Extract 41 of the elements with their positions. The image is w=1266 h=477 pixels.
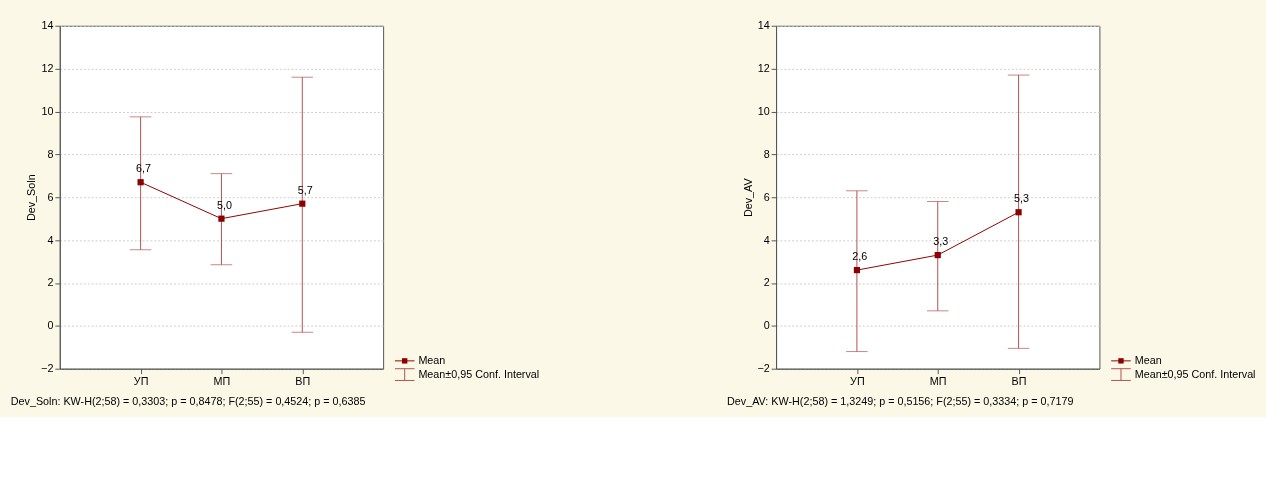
x-tick-label: МП xyxy=(213,374,231,387)
y-tick-label: 10 xyxy=(41,104,54,117)
y-tick-label: 4 xyxy=(763,233,770,246)
y-tick-label: 8 xyxy=(47,147,54,160)
x-tick-label: ВП xyxy=(295,374,311,387)
y-tick-label: −2 xyxy=(757,362,770,375)
y-tick-label: 4 xyxy=(47,233,54,246)
y-tick-label: −2 xyxy=(41,362,54,375)
y-tick-label: 10 xyxy=(757,104,770,117)
point xyxy=(934,252,941,259)
point xyxy=(853,267,860,274)
text: Dev_AV: KW-H(2;58) = 1,3249; p = 0,5156; F(2;55) = 0,3334; p = 0,7179 xyxy=(727,394,1074,407)
y-tick-label: 12 xyxy=(757,62,770,75)
y-tick-label: 2 xyxy=(763,276,770,289)
point xyxy=(1015,209,1022,216)
legend-label: Mean xyxy=(1134,353,1162,366)
point xyxy=(299,200,306,207)
text: Mean±0,95 Conf. Interval xyxy=(1134,367,1256,380)
data-label: 5,7 xyxy=(297,183,313,196)
x-tick-label: УП xyxy=(133,374,149,387)
y-tick-label: 2 xyxy=(47,276,54,289)
data-label: 2,6 xyxy=(852,250,868,263)
y-tick-label: 0 xyxy=(763,319,770,332)
y-tick-label: 8 xyxy=(763,147,770,160)
y-tick-label: 12 xyxy=(41,62,54,75)
legend-label: Mean xyxy=(418,353,446,366)
point xyxy=(137,179,144,186)
y-tick-label: 14 xyxy=(757,19,770,32)
y-tick-label: 0 xyxy=(47,319,54,332)
point xyxy=(218,215,225,222)
y-axis-title: Dev_AV xyxy=(741,177,754,218)
y-tick-label: 6 xyxy=(763,190,770,203)
data-label: 3,3 xyxy=(933,235,949,248)
text: Mean±0,95 Conf. Interval xyxy=(418,367,540,380)
y-tick-label: 6 xyxy=(47,190,54,203)
text: Dev_Soln: KW-H(2;58) = 0,3303; p = 0,8478; F(2;55) = 0,4524; p = 0,6385 xyxy=(10,394,366,407)
y-tick-label: 14 xyxy=(41,19,54,32)
x-tick-label: УП xyxy=(850,374,865,387)
y-axis-title: Dev_Soln xyxy=(25,174,38,222)
x-tick-label: ВП xyxy=(1011,374,1027,387)
x-tick-label: МП xyxy=(929,374,947,387)
